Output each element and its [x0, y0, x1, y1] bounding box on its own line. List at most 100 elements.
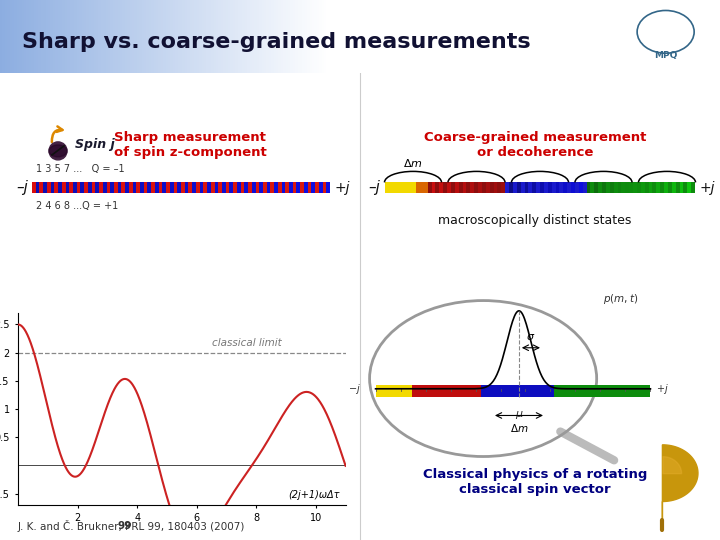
Bar — [485, 384, 490, 397]
Bar — [302, 0, 305, 73]
Bar — [182, 0, 185, 73]
Bar — [436, 183, 439, 193]
Bar — [202, 0, 204, 73]
Bar — [22, 0, 24, 73]
Bar — [675, 183, 680, 193]
Text: $\Delta m$: $\Delta m$ — [510, 422, 528, 434]
Bar — [286, 0, 288, 73]
Bar — [568, 384, 572, 397]
Bar — [307, 183, 311, 193]
Bar — [533, 0, 535, 73]
Bar — [675, 0, 677, 73]
Bar — [136, 183, 140, 193]
Bar — [613, 384, 618, 397]
Bar — [88, 183, 91, 193]
Bar — [547, 0, 549, 73]
Bar — [405, 0, 408, 73]
Bar — [403, 0, 405, 73]
Bar — [590, 183, 594, 193]
Bar — [101, 0, 103, 73]
Bar — [125, 183, 129, 193]
Text: J. K. and Č. Brukner, PRL 99, 180403 (2007): J. K. and Č. Brukner, PRL 99, 180403 (20… — [18, 520, 246, 532]
Bar — [420, 183, 424, 193]
Text: Classical physics of a rotating
classical spin vector: Classical physics of a rotating classica… — [423, 468, 647, 496]
Bar — [559, 183, 563, 193]
Bar — [713, 0, 715, 73]
Bar — [196, 183, 199, 193]
Ellipse shape — [49, 145, 67, 157]
Bar — [590, 0, 593, 73]
Bar — [110, 0, 113, 73]
Bar — [595, 384, 600, 397]
Bar — [343, 0, 346, 73]
Bar — [84, 0, 86, 73]
Bar — [84, 183, 88, 193]
Bar — [295, 0, 297, 73]
Bar — [493, 183, 498, 193]
Bar — [207, 183, 211, 193]
Bar — [624, 0, 626, 73]
Bar — [718, 0, 720, 73]
Bar — [400, 183, 405, 193]
Bar — [636, 0, 639, 73]
Bar — [684, 0, 686, 73]
Bar — [94, 0, 96, 73]
Bar — [521, 0, 523, 73]
Bar — [274, 183, 278, 193]
Bar — [355, 0, 358, 73]
Bar — [569, 0, 571, 73]
Text: +j: +j — [700, 181, 716, 195]
Bar — [67, 0, 70, 73]
Bar — [585, 0, 588, 73]
Bar — [12, 0, 14, 73]
Bar — [290, 0, 293, 73]
Bar — [420, 0, 423, 73]
Bar — [474, 183, 478, 193]
Bar — [451, 183, 455, 193]
Bar — [679, 0, 682, 73]
Bar — [614, 0, 617, 73]
Bar — [114, 183, 117, 193]
Bar — [459, 183, 462, 193]
Bar — [559, 0, 562, 73]
Bar — [582, 183, 587, 193]
Bar — [244, 183, 248, 193]
Bar — [99, 183, 103, 193]
Bar — [696, 0, 698, 73]
Bar — [110, 183, 114, 193]
Bar — [209, 0, 211, 73]
Bar — [708, 0, 711, 73]
Text: 99: 99 — [118, 521, 132, 531]
Bar — [127, 0, 130, 73]
Bar — [605, 0, 607, 73]
Bar — [166, 0, 168, 73]
Bar — [62, 183, 66, 193]
Bar — [323, 183, 326, 193]
Bar — [556, 183, 559, 193]
Bar — [281, 0, 283, 73]
Bar — [618, 183, 621, 193]
Bar — [567, 0, 569, 73]
Bar — [518, 384, 522, 397]
Bar — [70, 0, 72, 73]
Bar — [593, 0, 595, 73]
Bar — [317, 0, 319, 73]
Bar — [557, 0, 559, 73]
Bar — [443, 183, 447, 193]
Bar — [271, 0, 274, 73]
Bar — [499, 384, 504, 397]
Bar — [365, 0, 367, 73]
Bar — [0, 0, 2, 73]
Bar — [466, 0, 468, 73]
Bar — [451, 0, 454, 73]
Bar — [86, 0, 89, 73]
Bar — [424, 183, 428, 193]
Bar — [513, 384, 518, 397]
Bar — [591, 384, 595, 397]
Bar — [36, 183, 40, 193]
Bar — [353, 0, 355, 73]
Bar — [441, 0, 444, 73]
Bar — [467, 384, 472, 397]
Bar — [609, 384, 613, 397]
Bar — [341, 0, 343, 73]
